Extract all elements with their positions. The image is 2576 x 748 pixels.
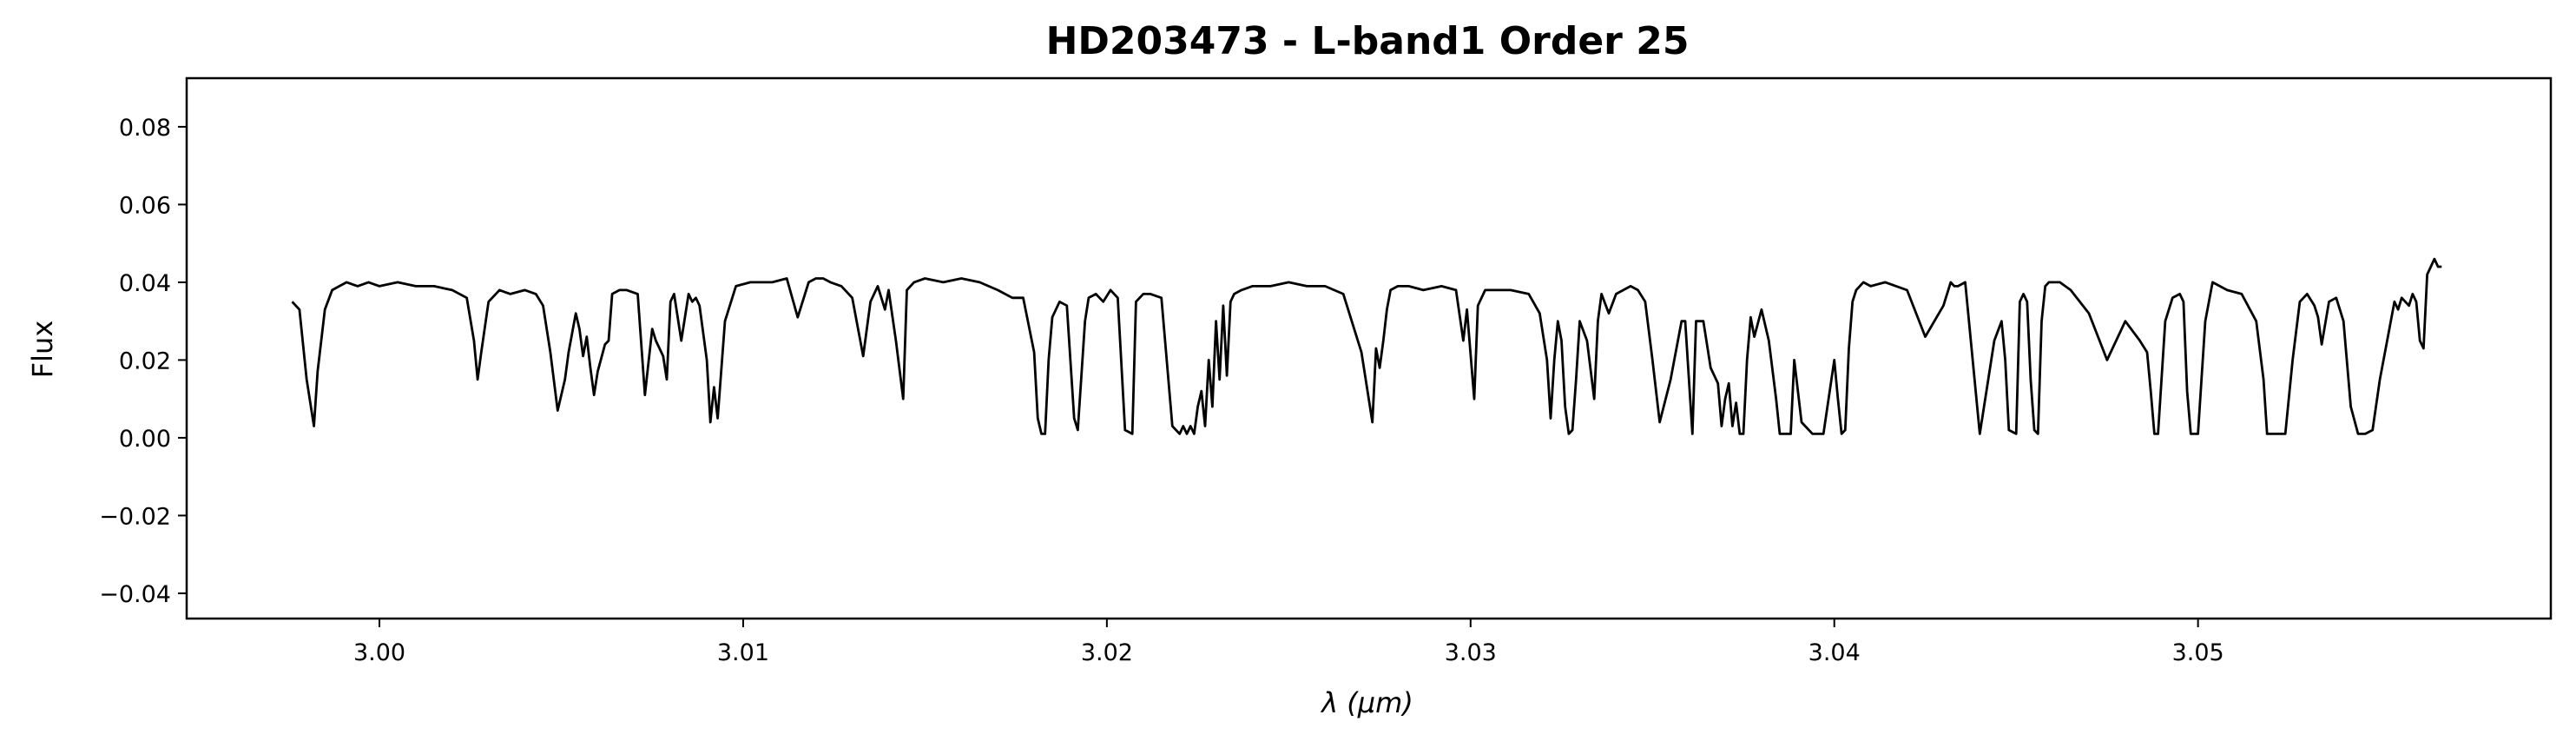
x-tick-label: 3.05: [2172, 639, 2224, 666]
y-tick-label: 0.06: [119, 192, 171, 219]
y-axis-label: Flux: [26, 321, 59, 379]
x-axis-ticks: 3.00 3.01 3.02 3.03 3.04 3.05: [353, 619, 2224, 666]
flux-series-line: [291, 257, 2442, 435]
x-axis-label: λ (μm): [1320, 686, 1413, 719]
x-tick-label: 3.04: [1808, 639, 1861, 666]
x-tick-label: 3.02: [1081, 639, 1133, 666]
y-axis-ticks: −0.04 −0.02 0.00 0.02 0.04 0.06 0.08: [99, 115, 187, 608]
plot-frame: [185, 76, 2553, 620]
y-tick-label: 0.04: [119, 270, 171, 297]
chart-title: HD203473 - L-band1 Order 25: [1046, 19, 1690, 63]
y-tick-label: 0.08: [119, 115, 171, 142]
y-tick-label: 0.00: [119, 426, 171, 453]
y-tick-label: 0.02: [119, 348, 171, 374]
x-tick-label: 3.01: [717, 639, 769, 666]
y-tick-label: −0.04: [99, 581, 171, 608]
y-tick-label: −0.02: [99, 503, 171, 530]
x-tick-label: 3.03: [1445, 639, 1497, 666]
x-tick-label: 3.00: [353, 639, 405, 666]
